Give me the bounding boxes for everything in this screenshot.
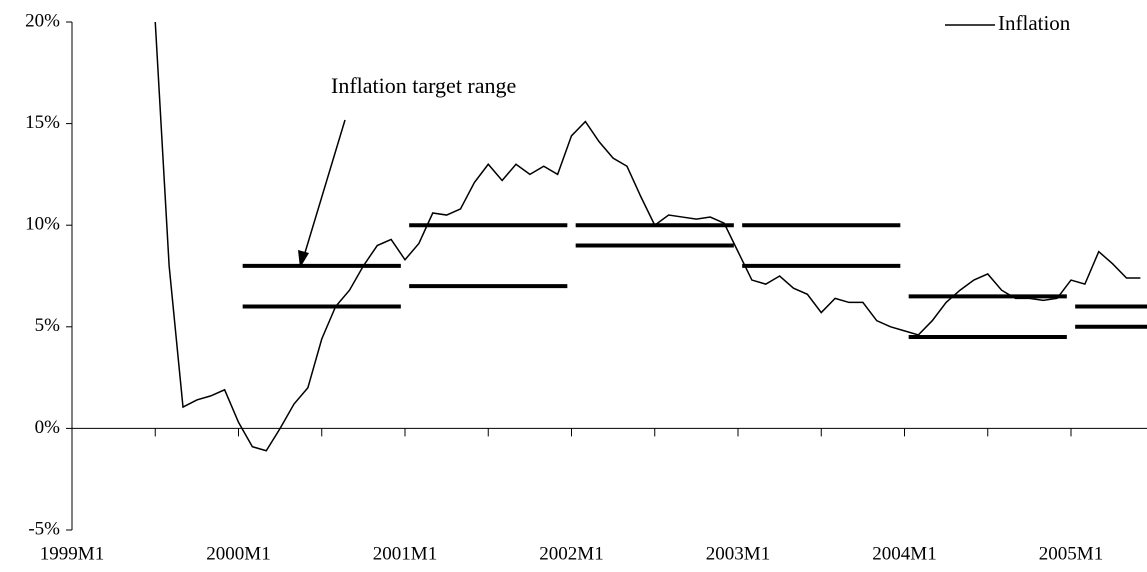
x-tick-label: 2004M1 [872, 543, 936, 564]
y-tick-label: 0% [35, 417, 61, 438]
x-tick-label: 2001M1 [373, 543, 437, 564]
y-tick-label: 20% [25, 10, 60, 31]
y-tick-label: 15% [25, 112, 60, 133]
x-tick-label: 1999M1 [40, 543, 104, 564]
legend-label: Inflation [998, 11, 1071, 35]
arrow-head [298, 250, 309, 268]
y-tick-label: -5% [28, 518, 60, 539]
annotation-arrow [303, 119, 346, 257]
x-tick-label: 2000M1 [206, 543, 270, 564]
x-tick-label: 2005M1 [1039, 543, 1103, 564]
x-tick-label: 2003M1 [706, 543, 770, 564]
y-tick-label: 5% [35, 315, 61, 336]
line-series [154, 22, 1141, 452]
annotation: Inflation target range [331, 73, 516, 98]
x-tick-label: 2002M1 [539, 543, 603, 564]
y-tick-label: 10% [25, 214, 60, 235]
